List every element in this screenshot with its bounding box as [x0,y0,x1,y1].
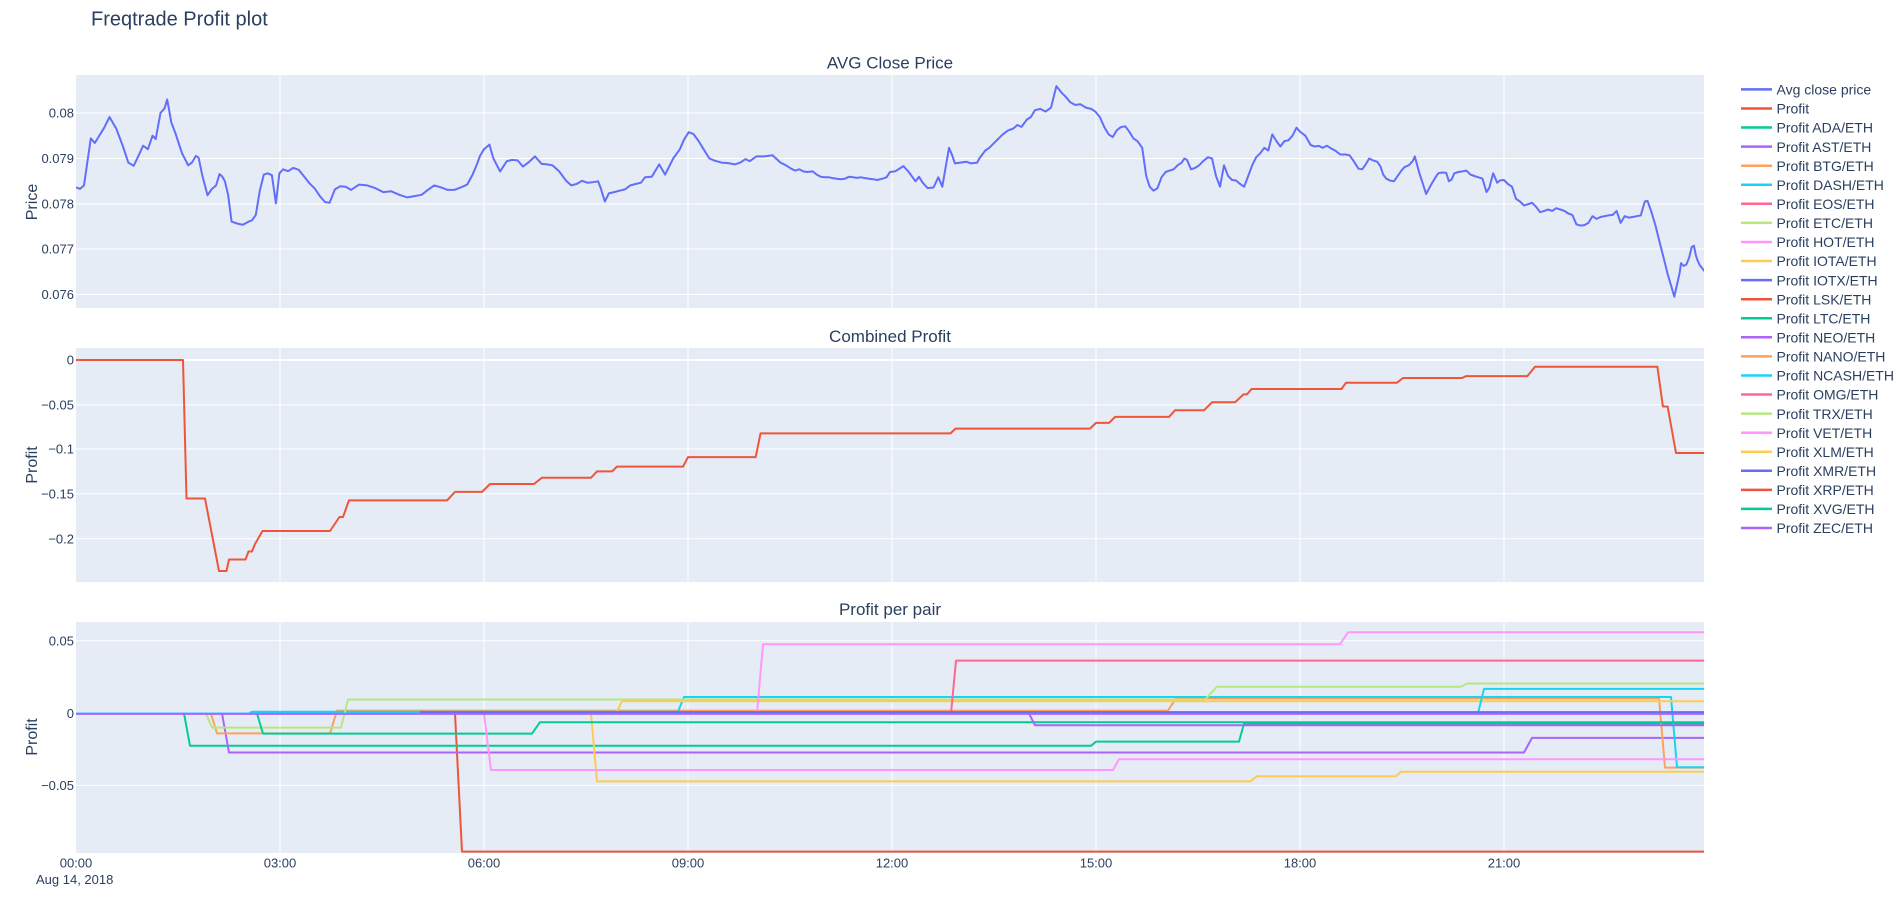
svg-text:18:00: 18:00 [1284,856,1317,871]
svg-text:Profit VET/ETH: Profit VET/ETH [1777,425,1873,441]
svg-text:−0.15: −0.15 [41,486,74,501]
svg-text:Profit XRP/ETH: Profit XRP/ETH [1777,482,1874,498]
svg-text:AVG Close Price: AVG Close Price [827,54,953,73]
svg-text:15:00: 15:00 [1080,856,1113,871]
svg-text:Profit BTG/ETH: Profit BTG/ETH [1777,158,1874,174]
svg-text:−0.05: −0.05 [41,778,74,793]
svg-text:0.079: 0.079 [41,151,74,166]
svg-text:Profit NANO/ETH: Profit NANO/ETH [1777,349,1886,365]
svg-text:Profit LSK/ETH: Profit LSK/ETH [1777,291,1872,307]
svg-text:Profit XVG/ETH: Profit XVG/ETH [1777,501,1875,517]
svg-text:0.076: 0.076 [41,287,74,302]
svg-text:Price: Price [24,184,41,221]
svg-text:−0.1: −0.1 [48,442,74,457]
svg-text:Profit ADA/ETH: Profit ADA/ETH [1777,120,1873,136]
svg-text:0: 0 [67,353,74,368]
svg-text:Profit ETC/ETH: Profit ETC/ETH [1777,215,1873,231]
svg-text:Profit OMG/ETH: Profit OMG/ETH [1777,387,1879,403]
svg-text:Profit HOT/ETH: Profit HOT/ETH [1777,234,1875,250]
svg-text:−0.2: −0.2 [48,531,74,546]
svg-text:06:00: 06:00 [468,856,501,871]
svg-text:0.08: 0.08 [49,106,74,121]
svg-text:12:00: 12:00 [876,856,909,871]
svg-text:Profit AST/ETH: Profit AST/ETH [1777,139,1872,155]
svg-text:Avg close price: Avg close price [1777,82,1872,98]
svg-text:Profit IOTX/ETH: Profit IOTX/ETH [1777,272,1878,288]
svg-text:21:00: 21:00 [1488,856,1521,871]
svg-text:Profit TRX/ETH: Profit TRX/ETH [1777,406,1873,422]
svg-text:−0.05: −0.05 [41,398,74,413]
svg-text:Combined Profit: Combined Profit [829,327,951,346]
svg-text:Profit IOTA/ETH: Profit IOTA/ETH [1777,253,1877,269]
svg-text:Profit DASH/ETH: Profit DASH/ETH [1777,177,1884,193]
svg-text:Profit NEO/ETH: Profit NEO/ETH [1777,330,1876,346]
svg-text:Profit: Profit [24,446,41,484]
svg-text:Profit ZEC/ETH: Profit ZEC/ETH [1777,520,1873,536]
svg-text:03:00: 03:00 [264,856,297,871]
svg-text:Profit EOS/ETH: Profit EOS/ETH [1777,196,1875,212]
svg-text:Profit XLM/ETH: Profit XLM/ETH [1777,444,1874,460]
svg-text:Freqtrade Profit plot: Freqtrade Profit plot [91,9,268,31]
svg-text:0.077: 0.077 [41,242,74,257]
svg-text:Aug 14, 2018: Aug 14, 2018 [36,872,113,887]
svg-text:Profit: Profit [24,718,41,756]
svg-text:Profit: Profit [1777,101,1810,117]
svg-text:Profit NCASH/ETH: Profit NCASH/ETH [1777,368,1894,384]
svg-text:0.078: 0.078 [41,197,74,212]
svg-text:00:00: 00:00 [60,856,93,871]
svg-text:Profit XMR/ETH: Profit XMR/ETH [1777,463,1877,479]
svg-text:0.05: 0.05 [49,633,74,648]
svg-text:09:00: 09:00 [672,856,705,871]
svg-text:Profit LTC/ETH: Profit LTC/ETH [1777,310,1871,326]
svg-text:Profit per pair: Profit per pair [839,600,941,619]
svg-text:0: 0 [67,706,74,721]
